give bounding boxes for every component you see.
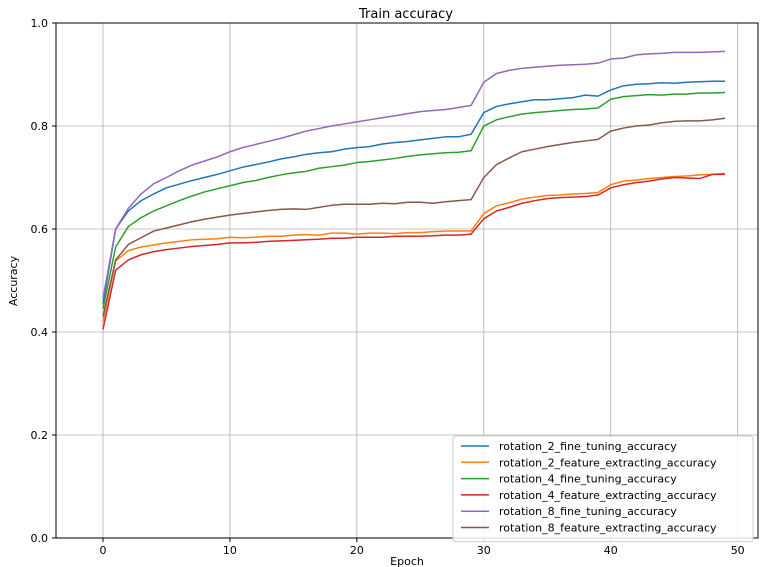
plot-frame bbox=[55, 22, 759, 539]
legend-label: rotation_8_fine_tuning_accuracy bbox=[499, 505, 677, 518]
series-line-rotation-4-feature-extracting-accuracy bbox=[102, 173, 725, 330]
x-tick-label: 30 bbox=[477, 544, 491, 557]
y-tick-label: 1.0 bbox=[31, 17, 49, 30]
legend-label: rotation_2_feature_extracting_accuracy bbox=[499, 456, 717, 469]
series-line-rotation-8-feature-extracting-accuracy bbox=[102, 117, 726, 317]
y-tick-label: 0.6 bbox=[31, 223, 49, 236]
x-axis-label: Epoch bbox=[390, 555, 424, 567]
series-line-rotation-2-feature-extracting-accuracy bbox=[102, 172, 726, 322]
legend-label: rotation_4_feature_extracting_accuracy bbox=[499, 489, 717, 502]
x-tick-label: 20 bbox=[350, 544, 364, 557]
legend: rotation_2_fine_tuning_accuracy rotation_… bbox=[452, 435, 754, 543]
series-lines bbox=[102, 50, 726, 330]
x-tick-label: 40 bbox=[604, 544, 618, 557]
legend-box bbox=[452, 435, 754, 543]
x-tick-label: 50 bbox=[731, 544, 745, 557]
legend-label: rotation_2_fine_tuning_accuracy bbox=[499, 440, 677, 453]
y-tick-label: 0.2 bbox=[31, 429, 49, 442]
legend-label: rotation_8_feature_extracting_accuracy bbox=[499, 522, 717, 535]
series-line-rotation-4-fine-tuning-accuracy bbox=[102, 91, 726, 309]
y-tick-label: 0.8 bbox=[31, 120, 49, 133]
y-tick-label: 0.0 bbox=[31, 532, 49, 545]
chart-title: Train accuracy bbox=[358, 7, 453, 22]
series-line-rotation-8-fine-tuning-accuracy bbox=[102, 50, 726, 299]
x-tick-label: 0 bbox=[99, 544, 106, 557]
series-line-rotation-2-fine-tuning-accuracy bbox=[102, 80, 725, 304]
y-axis-label: Accuracy bbox=[7, 255, 20, 306]
x-tick-label: 10 bbox=[223, 544, 237, 557]
legend-label: rotation_4_fine_tuning_accuracy bbox=[499, 473, 677, 486]
y-tick-label: 0.4 bbox=[31, 326, 49, 339]
